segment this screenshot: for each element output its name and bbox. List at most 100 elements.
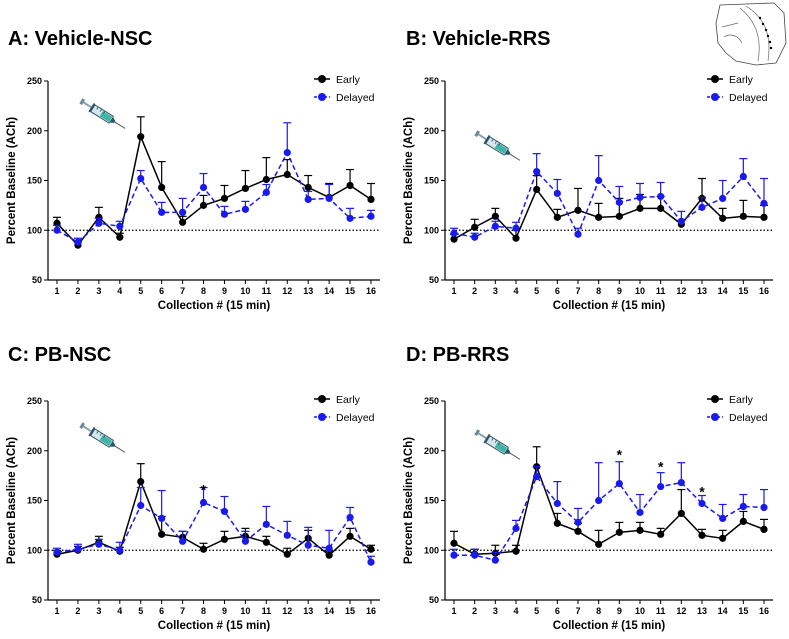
x-tick-label: 7	[180, 286, 185, 296]
x-tick-label: 3	[493, 286, 498, 296]
data-point-early	[491, 212, 499, 220]
data-point-delayed	[636, 193, 644, 202]
x-tick-label: 15	[345, 286, 355, 296]
legend-label-delayed: Delayed	[336, 412, 375, 424]
data-point-delayed	[116, 546, 124, 554]
y-tick-label: 150	[27, 176, 42, 186]
data-point-early	[533, 185, 541, 194]
x-tick-label: 11	[656, 606, 666, 616]
data-point-delayed	[574, 518, 582, 526]
data-point-delayed	[760, 199, 768, 207]
data-point-early	[657, 530, 665, 538]
data-point-early	[450, 235, 458, 243]
significance-marker: *	[617, 447, 623, 463]
x-tick-label: 2	[472, 606, 477, 616]
y-axis-label: Percent Baseline (ACh)	[6, 437, 18, 564]
syringe-icon	[77, 420, 129, 458]
x-tick-label: 13	[303, 606, 313, 616]
data-point-early	[346, 532, 354, 540]
y-tick-label: 100	[27, 225, 42, 235]
data-point-early	[471, 223, 479, 231]
data-point-early	[719, 214, 727, 222]
y-axis-label: Percent Baseline (ACh)	[403, 437, 415, 564]
y-tick-label: 200	[27, 126, 42, 136]
data-point-early	[553, 519, 561, 527]
x-tick-label: 13	[697, 606, 707, 616]
x-tick-label: 8	[596, 606, 601, 616]
data-point-early	[760, 213, 768, 221]
x-tick-label: 6	[159, 606, 164, 616]
data-point-delayed	[574, 230, 582, 238]
data-point-delayed	[241, 205, 249, 213]
data-point-delayed	[74, 238, 82, 246]
data-point-delayed	[158, 514, 166, 523]
data-point-early	[367, 545, 375, 553]
x-tick-label: 9	[222, 606, 227, 616]
series-line-delayed	[56, 150, 372, 244]
data-point-early	[512, 234, 520, 242]
data-point-early	[657, 204, 665, 212]
x-tick-label: 14	[324, 286, 334, 296]
x-axis-label: Collection # (15 min)	[158, 300, 271, 312]
x-tick-label: 6	[555, 606, 560, 616]
y-tick-label: 250	[27, 76, 42, 86]
data-point-delayed	[367, 212, 375, 220]
y-tick-label: 50	[32, 275, 42, 285]
x-tick-label: 10	[240, 606, 250, 616]
data-point-early	[241, 184, 249, 193]
data-point-early	[739, 212, 747, 220]
x-tick-label: 16	[366, 606, 376, 616]
x-tick-label: 12	[676, 606, 686, 616]
data-point-delayed	[179, 208, 187, 216]
data-point-delayed	[595, 496, 603, 505]
x-tick-label: 14	[324, 606, 334, 616]
data-point-delayed	[677, 478, 685, 487]
data-point-early	[698, 531, 706, 539]
x-axis-label: Collection # (15 min)	[158, 620, 271, 632]
x-tick-label: 2	[75, 606, 80, 616]
series-line-early	[453, 464, 765, 555]
x-tick-label: 15	[738, 606, 748, 616]
data-point-delayed	[262, 188, 270, 197]
x-tick-label: 5	[534, 606, 539, 616]
legend-label-delayed: Delayed	[336, 92, 375, 104]
data-point-delayed	[325, 544, 333, 552]
data-point-delayed	[199, 498, 208, 507]
y-tick-label: 50	[429, 595, 439, 605]
data-point-delayed	[53, 226, 61, 234]
series-line-early	[56, 479, 372, 557]
data-point-delayed	[615, 479, 623, 488]
data-point-delayed	[553, 499, 561, 508]
y-tick-label: 200	[27, 446, 42, 456]
y-tick-label: 50	[32, 595, 42, 605]
significance-marker: *	[699, 484, 705, 500]
series-line-early	[453, 187, 765, 240]
data-point-delayed	[512, 524, 520, 532]
syringe-icon	[472, 128, 524, 166]
data-point-delayed	[346, 513, 354, 522]
y-tick-label: 150	[424, 176, 439, 186]
data-point-delayed	[739, 172, 747, 181]
legend-marker-delayed	[711, 93, 719, 101]
data-point-early	[199, 545, 208, 553]
x-tick-label: 15	[345, 606, 355, 616]
panel-title: A: Vehicle-NSC	[8, 28, 152, 50]
data-point-delayed	[283, 531, 291, 539]
data-point-delayed	[636, 508, 644, 517]
x-tick-label: 10	[635, 606, 645, 616]
x-axis-label: Collection # (15 min)	[553, 300, 666, 312]
data-point-delayed	[657, 482, 665, 491]
data-point-delayed	[241, 537, 249, 545]
data-point-delayed	[739, 502, 747, 511]
series-line-delayed	[453, 170, 765, 239]
x-tick-label: 16	[366, 286, 376, 296]
data-point-delayed	[512, 224, 520, 232]
x-tick-label: 14	[718, 286, 728, 296]
x-tick-label: 6	[555, 286, 560, 296]
data-point-delayed	[698, 499, 706, 508]
data-point-early	[553, 213, 561, 221]
x-tick-label: 1	[451, 286, 456, 296]
